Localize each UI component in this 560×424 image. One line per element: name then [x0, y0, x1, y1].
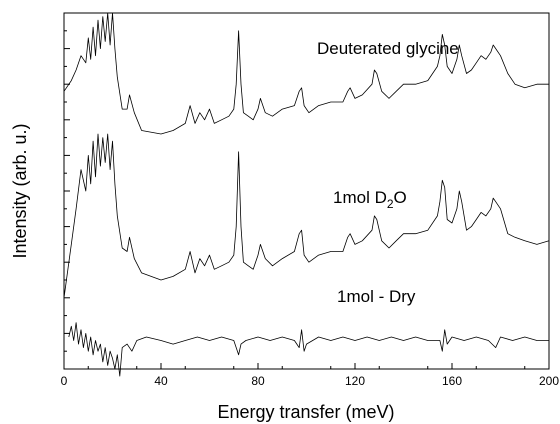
x-axis-ticks: 0 40 80 120 160 200: [61, 363, 559, 388]
annotation-1mol-d2o: 1mol D2O: [333, 188, 407, 211]
spectrum-line-1: [63, 12, 549, 135]
series-layer: [63, 12, 550, 377]
spectrum-line-2: [63, 133, 550, 298]
y-axis-title: Intensity (arb. u.): [10, 123, 30, 258]
x-tick-label: 40: [154, 374, 168, 388]
x-axis-title: Energy transfer (meV): [217, 402, 394, 422]
x-tick-label: 120: [345, 374, 365, 388]
x-tick-label: 200: [539, 374, 559, 388]
spectrum-line-3: [68, 322, 549, 377]
x-tick-label: 0: [61, 374, 68, 388]
annotation-d2o-subscript: 2: [387, 197, 394, 211]
annotation-1mol-dry: 1mol - Dry: [337, 287, 416, 306]
y-axis-ticks: [64, 12, 70, 352]
annotation-d2o-prefix: 1mol D: [333, 188, 387, 207]
x-tick-label: 160: [442, 374, 462, 388]
annotation-d2o-suffix: O: [394, 188, 407, 207]
plot-frame: [63, 12, 550, 370]
annotation-deuterated-glycine: Deuterated glycine: [317, 39, 459, 58]
x-tick-label: 80: [251, 374, 265, 388]
